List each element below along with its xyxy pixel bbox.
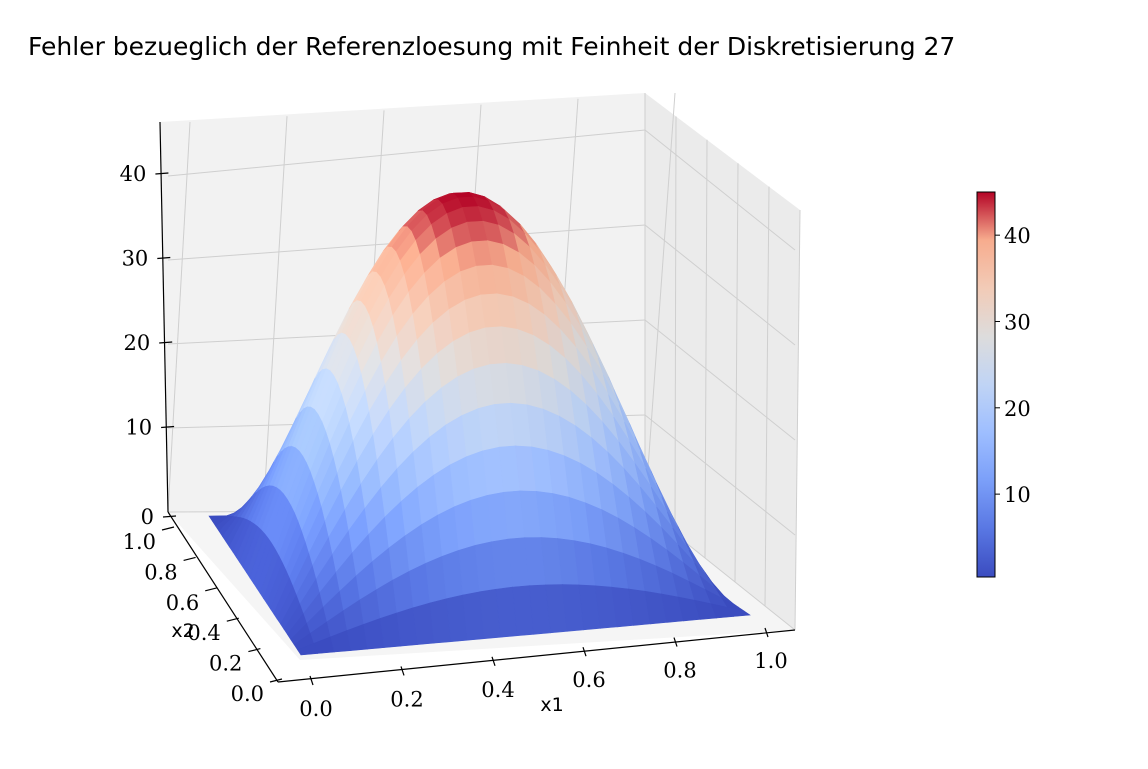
z-tick (161, 425, 175, 429)
y-tick (205, 587, 218, 592)
y-tick-label: 0.8 (144, 560, 177, 584)
colorbar-tick-label: 20 (1004, 397, 1031, 421)
x-tick (582, 647, 587, 657)
z-tick (162, 515, 177, 518)
x-tick (764, 627, 769, 638)
z-tick-label: 0 (141, 505, 154, 529)
z-tick-label: 20 (123, 331, 150, 355)
y-grid-line-side (704, 139, 708, 559)
colorbar-tick-label: 40 (1004, 224, 1031, 248)
x-tick-label: 0.8 (663, 659, 696, 683)
z-grid-line-side (644, 129, 796, 251)
surface-patch (727, 606, 751, 617)
chart-title: Fehler bezueglich der Referenzloesung mi… (28, 32, 955, 61)
x-tick-label: 1.0 (754, 649, 787, 673)
colorbar-body (976, 191, 996, 578)
z-grid-line-side (644, 319, 796, 441)
y-grid-line-side (734, 163, 739, 583)
x-axis-label: x1 (540, 694, 563, 716)
colorbar-tick-label: 30 (1004, 310, 1031, 334)
x-tick-label: 0.0 (299, 697, 332, 721)
y-tick (161, 526, 175, 531)
x-tick-label: 0.4 (481, 678, 514, 702)
z-grid-line-back (167, 129, 646, 177)
z-tick-label: 30 (122, 247, 149, 271)
z-tick (157, 256, 171, 260)
z-tick-label: 10 (125, 416, 152, 440)
x-grid-line-back (167, 121, 191, 513)
y-tick (226, 617, 239, 622)
colorbar: 10 20 30 40 (976, 191, 1031, 578)
y-grid-line-side (764, 186, 770, 607)
x-tick (309, 675, 314, 686)
x-tick (400, 666, 405, 676)
y-axis-label: x2 (171, 620, 194, 642)
y-tick (183, 556, 196, 561)
z-grid-line-side (644, 414, 796, 536)
z-tick-label: 40 (120, 162, 147, 186)
z-grid-line-side (644, 224, 796, 346)
x-tick (491, 656, 496, 666)
colorbar-ticks: 10 20 30 40 (995, 224, 1031, 507)
y-tick-label: 0.2 (209, 652, 242, 676)
back-pane-x (645, 93, 800, 630)
x-tick-label: 0.6 (572, 668, 605, 692)
z-tick (155, 172, 169, 175)
axes: 0 10 20 30 40 0.0 0.2 0.4 0.6 0.8 1.0 0.0 0.2 0.4 0.6 0… (120, 121, 796, 721)
y-tick-label: 0.0 (231, 682, 264, 706)
surface-plot (208, 192, 751, 656)
x-grid-line-back (262, 116, 288, 512)
z-axis-line (159, 121, 169, 513)
y-tick-label: 0.4 (187, 621, 220, 645)
y-tick (269, 678, 283, 683)
y-axis-line (167, 511, 279, 683)
y-tick-label: 0.6 (166, 591, 199, 615)
x-axis-line (277, 629, 796, 683)
y-tick (248, 648, 261, 653)
y-tick-label: 1.0 (123, 530, 156, 554)
x-grid-line-back (644, 92, 676, 511)
x-tick-label: 0.2 (390, 687, 423, 711)
x-tick (673, 637, 678, 647)
y-grid-line-side (794, 209, 801, 631)
colorbar-tick-label: 10 (1004, 483, 1031, 507)
y-grid-line-side (674, 116, 677, 535)
z-tick (159, 341, 173, 344)
